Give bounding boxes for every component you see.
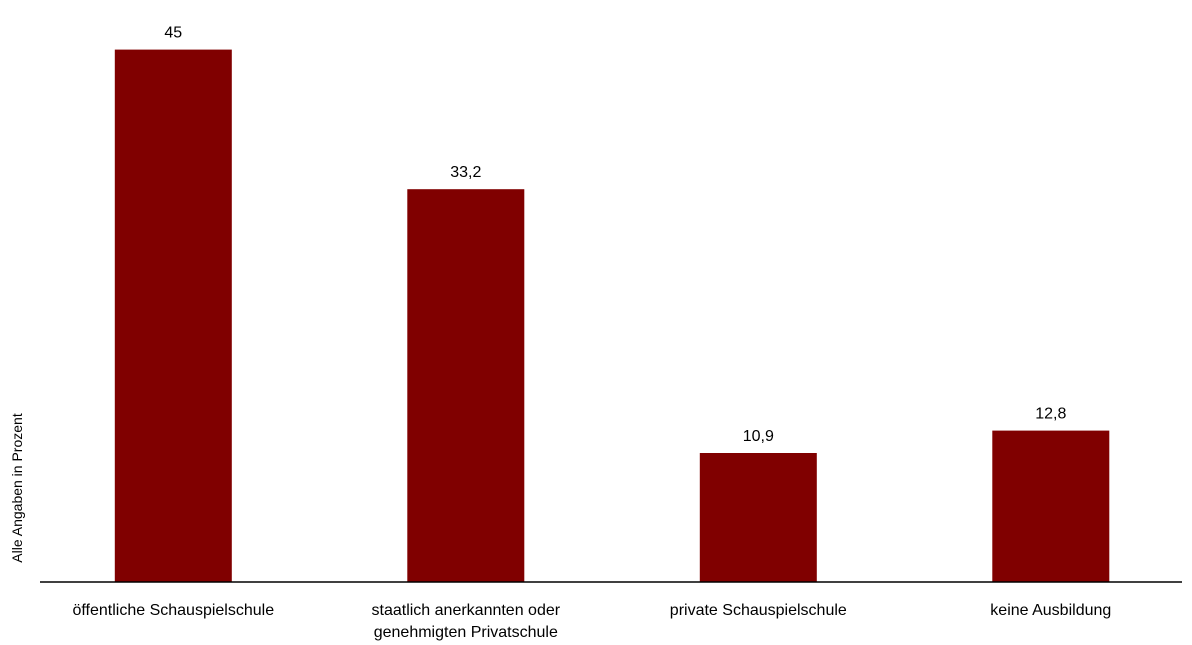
x-tick-label: private Schauspielschule — [670, 602, 847, 619]
bar-value-label: 10,9 — [743, 428, 774, 445]
x-tick-label-line: öffentliche Schauspielschule — [72, 602, 274, 619]
bar — [114, 49, 232, 583]
x-tick-label: staatlich anerkannten oder genehmigten Pr… — [372, 602, 561, 641]
bar-value-label: 33,2 — [450, 164, 481, 181]
x-tick-label-line: keine Ausbildung — [990, 602, 1111, 619]
bar — [407, 189, 525, 582]
x-tick-label-line: genehmigten Privatschule — [374, 624, 558, 641]
bar — [699, 453, 817, 582]
x-tick-label-line: private Schauspielschule — [670, 602, 847, 619]
bar-value-label: 45 — [164, 25, 182, 42]
x-tick-label: keine Ausbildung — [990, 602, 1111, 619]
x-tick-label-line: staatlich anerkannten oder — [372, 602, 561, 619]
bars-layer — [114, 49, 1110, 583]
x-tick-label: öffentliche Schauspielschule — [72, 602, 274, 619]
value-labels-layer: 45 33,2 10,9 12,8 — [164, 25, 1066, 445]
bar-value-label: 12,8 — [1035, 406, 1066, 423]
bar — [992, 430, 1110, 582]
y-axis-label: Alle Angaben in Prozent — [9, 413, 25, 563]
tick-labels-layer: öffentliche Schauspielschule staatlich an… — [72, 602, 1111, 641]
